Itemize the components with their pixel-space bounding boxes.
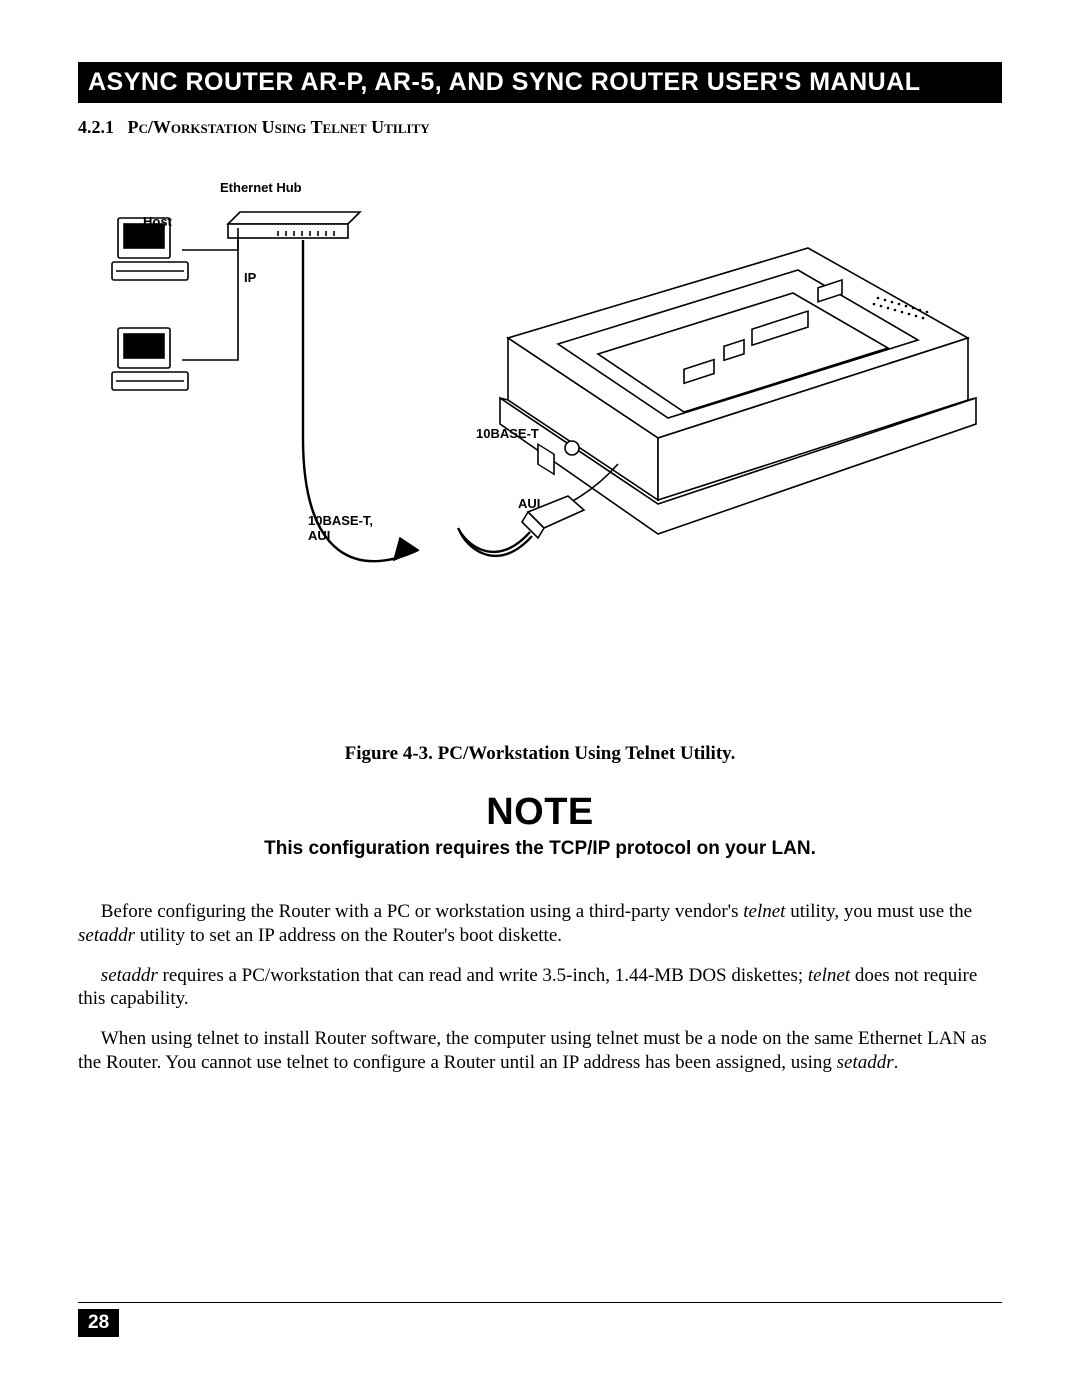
p1-text-a: Before configuring the Router with a PC … [101, 901, 743, 922]
paragraph-1: Before configuring the Router with a PC … [78, 900, 1002, 948]
p2-text-b: requires a PC/workstation that can read … [158, 965, 808, 986]
footer-rule [78, 1302, 1002, 1303]
figure-label-ethernet-hub: Ethernet Hub [220, 180, 302, 195]
p2-italic-setaddr: setaddr [101, 965, 158, 986]
paragraph-3: When using telnet to install Router soft… [78, 1027, 1002, 1075]
p1-text-c: utility, you must use the [785, 901, 972, 922]
manual-page: ASYNC ROUTER AR-P, AR-5, AND SYNC ROUTER… [0, 0, 1080, 1397]
figure-label-cable-2: AUI [308, 528, 330, 543]
note-body: This configuration requires the TCP/IP p… [78, 838, 1002, 860]
section-heading: 4.2.1 Pc/Workstation Using Telnet Utilit… [78, 117, 1002, 138]
p1-text-e: utility to set an IP address on the Rout… [135, 925, 562, 946]
note-heading: NOTE [78, 791, 1002, 834]
paragraph-2: setaddr requires a PC/workstation that c… [78, 964, 1002, 1012]
figure-label-aui: AUI [518, 496, 540, 511]
figure-label-ip: IP [244, 270, 256, 285]
p3-italic-setaddr: setaddr [837, 1052, 894, 1073]
figure-label-cable-1: 10BASE-T, [308, 513, 373, 528]
page-title-bar: ASYNC ROUTER AR-P, AR-5, AND SYNC ROUTER… [78, 62, 1002, 103]
p3-text-c: . [894, 1052, 899, 1073]
section-title: Pc/Workstation Using Telnet Utility [128, 117, 430, 137]
body-text: Before configuring the Router with a PC … [78, 900, 1002, 1075]
section-number: 4.2.1 [78, 117, 114, 137]
figure-svg [78, 178, 1002, 733]
figure-caption: Figure 4-3. PC/Workstation Using Telnet … [78, 743, 1002, 765]
page-number: 28 [78, 1309, 119, 1337]
figure-label-host: Host [143, 214, 172, 229]
figure-label-10base-t: 10BASE-T [476, 426, 539, 441]
p2-italic-telnet: telnet [808, 965, 850, 986]
p1-italic-setaddr: setaddr [78, 925, 135, 946]
figure-4-3: Host Ethernet Hub IP 10BASE-T AUI 10BASE… [78, 178, 1002, 733]
p1-italic-telnet: telnet [743, 901, 785, 922]
